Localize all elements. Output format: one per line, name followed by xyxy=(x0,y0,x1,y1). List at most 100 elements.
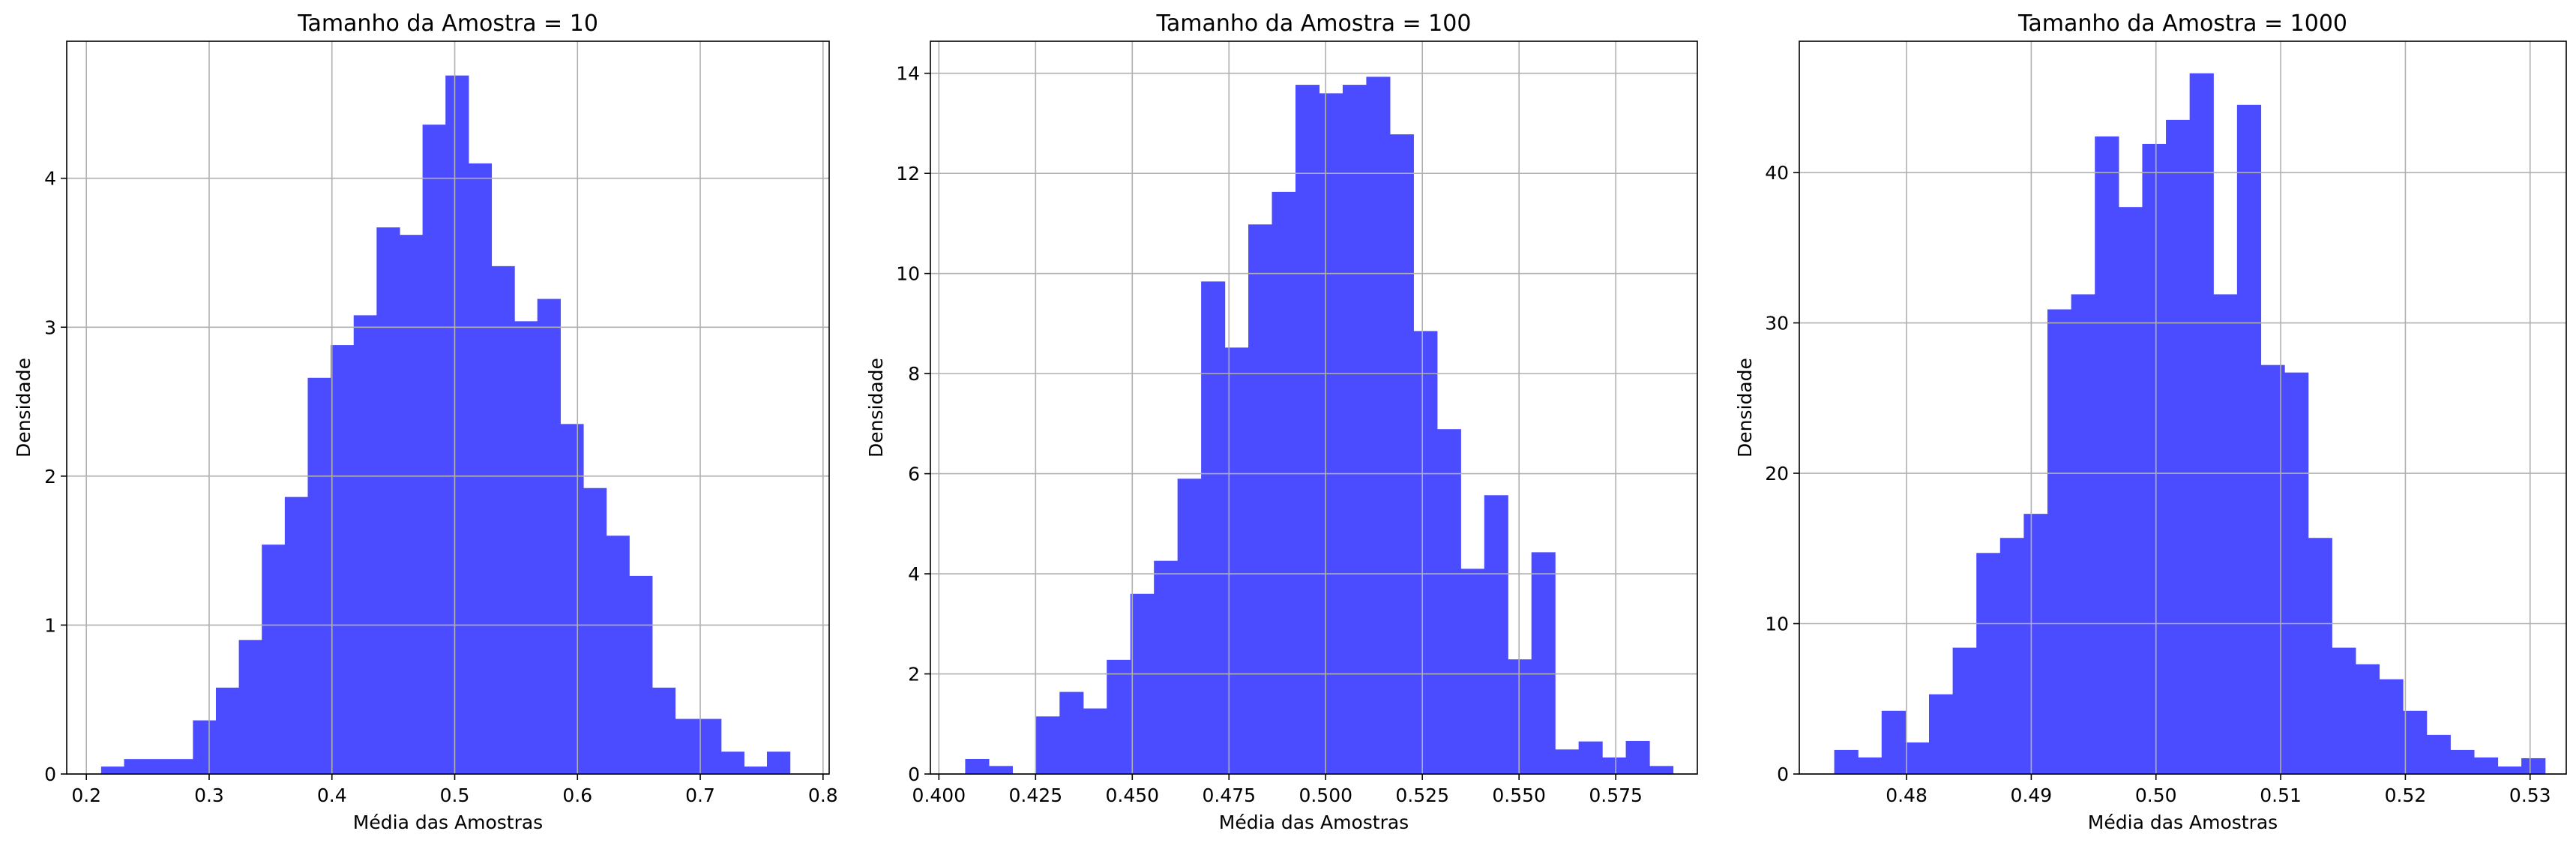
histogram-bar xyxy=(169,759,193,774)
histogram-bar xyxy=(675,718,699,774)
chart-title: Tamanho da Amostra = 100 xyxy=(1156,10,1472,37)
histogram-panel-3: 0.48 0.49 0.50 0.51 0.52 0.53 0 10 20 30 40 Tamanho… xyxy=(1734,10,2567,833)
x-tick-label: 0.48 xyxy=(1886,784,1928,806)
histogram-bar xyxy=(124,759,148,774)
histogram-bar xyxy=(583,488,607,774)
histogram-bar xyxy=(1107,659,1131,774)
histogram-bar xyxy=(193,720,217,774)
histogram-bar xyxy=(1342,85,1367,774)
x-tick-label: 0.49 xyxy=(2011,784,2053,806)
histogram-bar xyxy=(988,766,1013,774)
histogram-bar xyxy=(965,758,990,774)
y-tick-label: 12 xyxy=(896,163,920,184)
axes-frame xyxy=(1799,40,2567,775)
histogram-bar xyxy=(1625,740,1650,774)
histogram-panel-2: 0.400 0.425 0.450 0.475 0.500 0.525 0.550 0.575… xyxy=(865,10,1698,833)
histogram-bar xyxy=(629,575,653,774)
histogram-bar xyxy=(651,687,676,774)
histogram-bar xyxy=(215,687,240,774)
x-tick-label: 0.575 xyxy=(1589,784,1643,806)
y-tick-label: 4 xyxy=(44,168,56,190)
histogram-bars xyxy=(965,76,1674,775)
x-tick-label: 0.50 xyxy=(2135,784,2177,806)
histogram-bar xyxy=(238,640,262,774)
histogram-bar xyxy=(1649,766,1674,774)
histogram-bar xyxy=(1413,331,1438,774)
histogram-bar xyxy=(1929,694,1954,774)
y-tick-label: 40 xyxy=(1765,162,1789,184)
histogram-bar xyxy=(1035,716,1060,774)
histogram-bar xyxy=(147,759,171,774)
histogram-bar xyxy=(2426,734,2451,774)
y-tick-label: 6 xyxy=(908,464,920,485)
y-tick-label: 4 xyxy=(908,563,920,585)
histogram-bar xyxy=(1858,757,1883,774)
x-tick-label: 0.51 xyxy=(2260,784,2302,806)
histogram-bar xyxy=(560,424,584,774)
x-tick-label: 0.550 xyxy=(1492,784,1546,806)
histogram-bar xyxy=(2023,514,2048,774)
histogram-bar xyxy=(468,163,493,774)
histogram-bar xyxy=(1130,593,1155,774)
histogram-bar xyxy=(284,496,309,774)
histogram-bar xyxy=(2166,119,2191,775)
histogram-bar xyxy=(399,235,424,774)
x-tick-label: 0.2 xyxy=(71,784,101,806)
x-tick-label: 0.450 xyxy=(1106,784,1160,806)
x-axis-label: Média das Amostras xyxy=(1219,812,1409,833)
histogram-bar xyxy=(1366,76,1391,774)
x-tick-label: 0.400 xyxy=(912,784,966,806)
histogram-bar xyxy=(1272,191,1296,774)
histogram-bar xyxy=(353,315,377,774)
histogram-bar xyxy=(514,321,538,775)
histogram-bar xyxy=(307,377,331,774)
histogram-bar xyxy=(2308,538,2332,774)
histogram-bar xyxy=(1248,224,1273,774)
histogram-bars xyxy=(1834,73,2546,775)
y-tick-label: 0 xyxy=(908,764,920,785)
histogram-bar xyxy=(2095,136,2119,774)
y-tick-label: 0 xyxy=(44,764,56,785)
histogram-bar xyxy=(1177,478,1202,774)
x-tick-label: 0.6 xyxy=(562,784,592,806)
histogram-bar xyxy=(1905,742,1930,774)
histogram-bar xyxy=(331,345,355,775)
histogram-bar xyxy=(2450,749,2475,774)
y-tick-label: 0 xyxy=(1777,764,1789,785)
x-tick-label: 0.500 xyxy=(1298,784,1352,806)
histogram-bar xyxy=(1083,708,1107,774)
histogram-bar xyxy=(1224,347,1249,774)
y-tick-label: 3 xyxy=(44,316,56,338)
x-tick-label: 0.4 xyxy=(317,784,347,806)
histogram-bar xyxy=(2213,294,2238,774)
histogram-bar xyxy=(2497,766,2522,774)
histogram-bar xyxy=(1460,568,1485,774)
histogram-bar xyxy=(1059,692,1084,774)
x-tick-label: 0.7 xyxy=(685,784,715,806)
x-tick-label: 0.3 xyxy=(194,784,224,806)
y-tick-label: 1 xyxy=(44,614,56,636)
x-tick-label: 0.53 xyxy=(2509,784,2551,806)
histogram-bar xyxy=(1976,553,2001,774)
histogram-bar xyxy=(2332,647,2356,774)
histogram-bar xyxy=(422,124,446,774)
histogram-bar xyxy=(2189,73,2214,774)
histogram-bar xyxy=(1881,710,1906,774)
histogram-bar xyxy=(2473,757,2499,774)
histogram-bar xyxy=(1555,749,1580,774)
histogram-bar xyxy=(2521,758,2546,774)
y-tick-label: 2 xyxy=(908,664,920,686)
histogram-bar xyxy=(2142,143,2167,774)
y-tick-label: 8 xyxy=(908,363,920,385)
x-tick-label: 0.5 xyxy=(440,784,470,806)
histogram-bar xyxy=(1389,134,1414,774)
histogram-bar xyxy=(698,718,722,774)
histogram-bar xyxy=(2379,679,2404,774)
axes-frame xyxy=(66,40,830,775)
y-axis-label: Densidade xyxy=(13,358,34,458)
x-tick-label: 0.425 xyxy=(1009,784,1063,806)
histogram-bar xyxy=(2403,710,2428,774)
histogram-bar xyxy=(1201,281,1226,775)
histogram-bar xyxy=(1602,757,1627,774)
histogram-bar xyxy=(1508,659,1532,774)
